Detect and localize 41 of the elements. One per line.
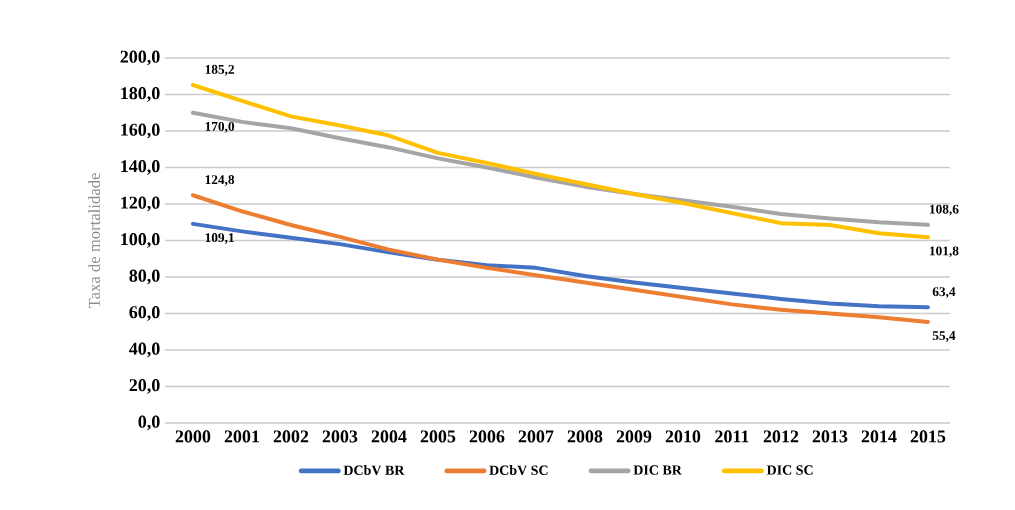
y-axis-title: Taxa de mortalidade: [88, 173, 100, 309]
annotation: 63,4: [932, 287, 956, 299]
y-tick-label: 20,0: [129, 379, 160, 394]
y-tick-label: 40,0: [129, 342, 160, 358]
x-tick-label: 2014: [861, 430, 897, 443]
x-tick-label: 2006: [469, 430, 505, 443]
x-tick-label: 2007: [518, 430, 554, 443]
annotation: 101,8: [930, 246, 959, 258]
x-tick-label: 2015: [910, 430, 946, 443]
x-tick-label: 2011: [715, 430, 749, 443]
x-tick-label: 2000: [175, 430, 211, 443]
x-tick-label: 2008: [567, 430, 603, 443]
annotation: 109,1: [205, 233, 234, 245]
y-tick-label: 160,0: [121, 123, 160, 139]
annotation: 124,8: [205, 175, 235, 187]
x-tick-label: 2013: [812, 430, 848, 443]
y-tick-label: 200,0: [120, 50, 160, 66]
legend-label: DIC SC: [766, 465, 813, 475]
x-tick-label: 2003: [322, 430, 358, 443]
y-tick-label: 60,0: [129, 306, 160, 321]
annotation: 108,6: [930, 204, 959, 216]
y-tick-label: 0,0: [138, 415, 160, 431]
annotation: 185,2: [205, 64, 235, 76]
line-series: [190, 221, 930, 310]
x-tick-label: 2005: [420, 430, 456, 443]
y-tick-label: 120,0: [121, 196, 160, 212]
legend-label: DIC BR: [633, 465, 682, 475]
x-tick-label: 2010: [665, 430, 701, 443]
y-tick-label: 140,0: [121, 160, 160, 175]
x-tick-label: 2009: [616, 430, 652, 443]
y-tick-label: 180,0: [121, 87, 160, 102]
x-tick-label: 2012: [763, 430, 799, 443]
x-tick-label: 2001: [224, 430, 260, 443]
x-tick-label: 2002: [273, 430, 309, 443]
y-tick-label: 100,0: [121, 233, 160, 248]
annotation: 170,0: [205, 121, 235, 133]
legend-label: DCbV SC: [489, 465, 548, 476]
annotation: 55,4: [932, 331, 956, 342]
legend-label: DCbV BR: [343, 465, 405, 476]
x-tick-label: 2004: [371, 430, 407, 443]
y-tick-label: 80,0: [129, 269, 160, 285]
